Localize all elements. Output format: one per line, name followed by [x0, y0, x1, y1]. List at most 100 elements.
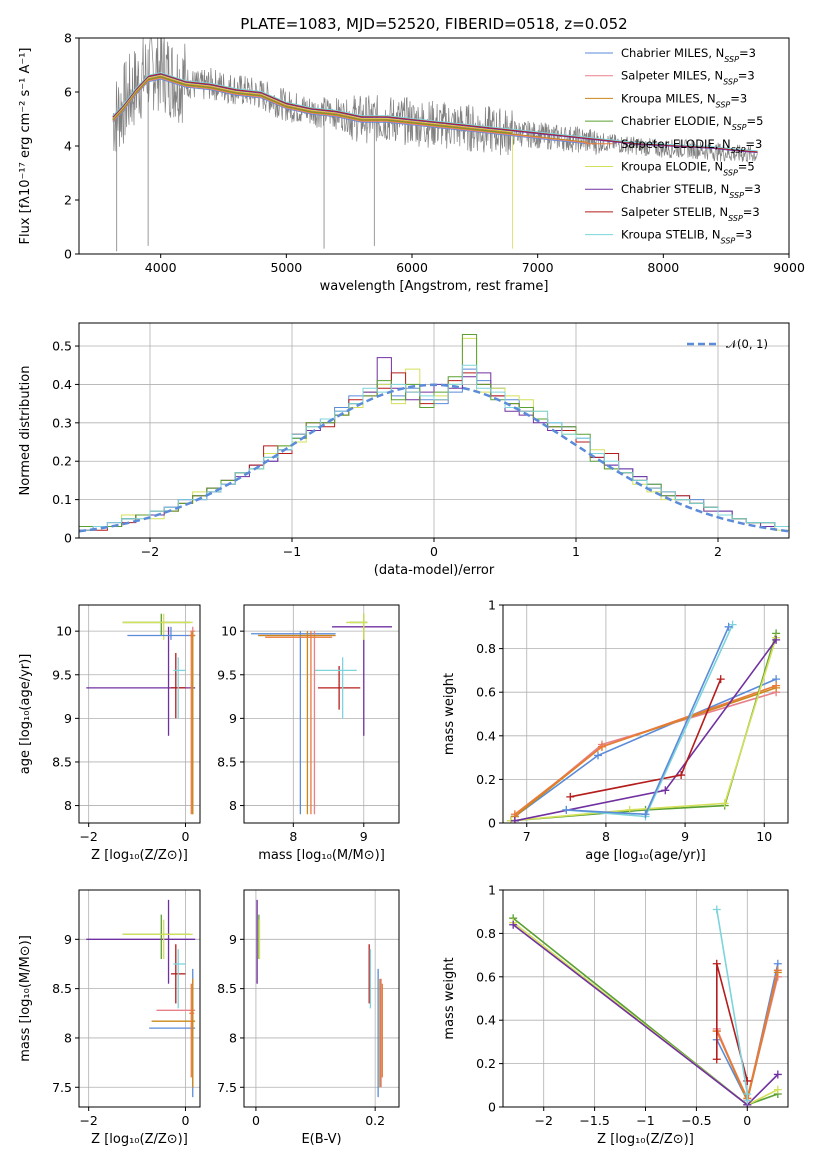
plot-area — [79, 890, 200, 1107]
y-tick-label: 10 — [221, 624, 237, 639]
series-line — [566, 624, 734, 818]
axes-frame — [502, 604, 789, 824]
y-tick-label: 0 — [488, 816, 496, 831]
x-tick-label: 5000 — [270, 260, 302, 275]
figure-title: PLATE=1083, MJD=52520, FIBERID=0518, z=0… — [240, 15, 627, 33]
y-tick-label: 0.2 — [476, 1056, 496, 1071]
axes-frame — [78, 322, 790, 539]
legend-label: Salpeter STELIB, NSSP=3 — [621, 205, 760, 223]
y-tick-label: 8 — [64, 798, 72, 813]
y-tick-label: 9 — [229, 711, 237, 726]
x-tick-label: 0 — [182, 829, 190, 844]
y-tick-label: 4 — [64, 139, 72, 154]
x-tick-label: 0 — [252, 1113, 260, 1128]
x-axis-label: Z [log₁₀(Z/Z⊙)] — [91, 848, 188, 863]
model-line — [112, 75, 513, 133]
axes-frame — [78, 604, 201, 824]
x-tick-label: 7000 — [522, 260, 554, 275]
x-tick-label: 9 — [681, 829, 689, 844]
series-line — [514, 639, 777, 822]
x-tick-label: 0 — [743, 1113, 751, 1128]
plot-area — [244, 890, 399, 1107]
y-tick-label: 1 — [488, 883, 496, 898]
panel-mass-vs-Z: −2 0 7.5 8 8.5 9 Z [log₁₀(Z/Z⊙)] mass [log₁₀(M/… — [18, 889, 201, 1147]
y-tick-label: 0.4 — [52, 377, 72, 392]
y-tick-label: 0 — [64, 531, 72, 546]
y-tick-label: 0.1 — [52, 492, 72, 507]
x-tick-label: 8 — [602, 829, 610, 844]
series-marker — [677, 771, 686, 780]
series-marker — [712, 905, 721, 914]
normal-curve — [79, 383, 789, 533]
panel-mass-weight-vs-Z: −2 −1.5 −1 −0.5 0 0 0.2 0.4 0.6 0.8 1 Z [log₁₀(Z/Z⊙… — [442, 883, 789, 1147]
series-marker — [712, 959, 721, 968]
x-axis-label: E(B-V) — [301, 1132, 341, 1147]
panel-age-vs-Z: −2 0 8 8.5 9 9.5 10 Z [log₁₀(Z/Z⊙)] age [log₁₀(a… — [18, 604, 201, 863]
x-tick-label: 6000 — [396, 260, 428, 275]
model-line — [112, 77, 588, 144]
panel-mass-vs-EBV: 0 0.2 7.5 8 8.5 9 E(B-V) — [217, 889, 400, 1147]
panel-spectrum: 4000 5000 6000 7000 8000 9000 0 2 4 6 8 wavelength … — [18, 31, 805, 295]
x-tick-label: 8000 — [647, 260, 679, 275]
legend-label: 𝒩(0, 1) — [726, 337, 768, 351]
x-tick-label: 9 — [360, 829, 368, 844]
x-axis-label: Z [log₁₀(Z/Z⊙)] — [597, 1132, 694, 1147]
model-line — [112, 74, 513, 133]
x-tick-label: −2 — [141, 544, 159, 559]
x-tick-label: 10 — [756, 829, 772, 844]
legend-label: Kroupa MILES, NSSP=3 — [621, 91, 747, 109]
series-marker — [773, 966, 782, 975]
x-tick-label: −0.5 — [681, 1113, 711, 1128]
y-tick-label: 8.5 — [52, 754, 72, 769]
series-marker — [716, 675, 725, 684]
y-tick-label: 8 — [64, 1030, 72, 1045]
series-marker — [724, 622, 733, 631]
y-tick-label: 0.3 — [52, 415, 72, 430]
series-marker — [661, 786, 670, 795]
x-tick-label: −1 — [283, 544, 301, 559]
legend-label: Chabrier MILES, NSSP=3 — [621, 46, 756, 64]
x-tick-label: 0 — [430, 544, 438, 559]
model-line — [112, 73, 758, 153]
x-tick-label: 0.2 — [365, 1113, 385, 1128]
y-axis-label: Normed distribution — [18, 366, 33, 496]
series-marker — [743, 1096, 752, 1105]
series-marker — [597, 742, 606, 751]
panel-residuals: −2 −1 0 1 2 0 0.1 0.2 0.3 0.4 0.5 (data-model)/erro… — [18, 322, 790, 578]
plot-area — [503, 605, 788, 823]
y-tick-label: 0.8 — [476, 641, 496, 656]
axes-frame — [78, 889, 201, 1108]
y-tick-label: 9 — [229, 932, 237, 947]
y-tick-label: 8.5 — [217, 981, 237, 996]
y-axis-label: Flux [fλ10⁻¹⁷ erg cm⁻² s⁻¹ A⁻¹] — [18, 48, 33, 245]
series-marker — [772, 681, 781, 690]
y-tick-label: 0.2 — [476, 772, 496, 787]
histogram-step — [79, 364, 789, 531]
x-tick-label: 7 — [523, 829, 531, 844]
series-line — [514, 691, 777, 818]
axes-frame — [78, 37, 790, 255]
y-tick-label: 8 — [64, 31, 72, 46]
y-tick-label: 9 — [64, 932, 72, 947]
model-line — [112, 72, 758, 152]
legend-label: Salpeter ELODIE, NSSP=3 — [621, 137, 762, 155]
series-marker — [773, 1085, 782, 1094]
y-tick-label: 0.6 — [476, 685, 496, 700]
x-tick-label: 2 — [714, 544, 722, 559]
legend-label: Salpeter MILES, NSSP=3 — [621, 69, 755, 87]
model-line — [112, 72, 758, 153]
series-line — [510, 633, 777, 822]
x-axis-label: (data-model)/error — [374, 563, 495, 578]
y-tick-label: 1 — [488, 598, 496, 613]
histogram-step — [79, 334, 789, 527]
y-tick-label: 0.8 — [476, 926, 496, 941]
panel-age-vs-mass: 8 9 8 8.5 9 9.5 10 mass [log₁₀(M/M⊙)] — [217, 604, 400, 863]
model-line — [112, 76, 513, 134]
series-marker — [562, 805, 571, 814]
series-marker — [712, 1055, 721, 1064]
y-tick-label: 8.5 — [217, 754, 237, 769]
x-tick-label: −1.5 — [579, 1113, 609, 1128]
y-axis-label: mass weight — [442, 957, 457, 1039]
legend-label: Chabrier STELIB, NSSP=3 — [621, 182, 761, 200]
